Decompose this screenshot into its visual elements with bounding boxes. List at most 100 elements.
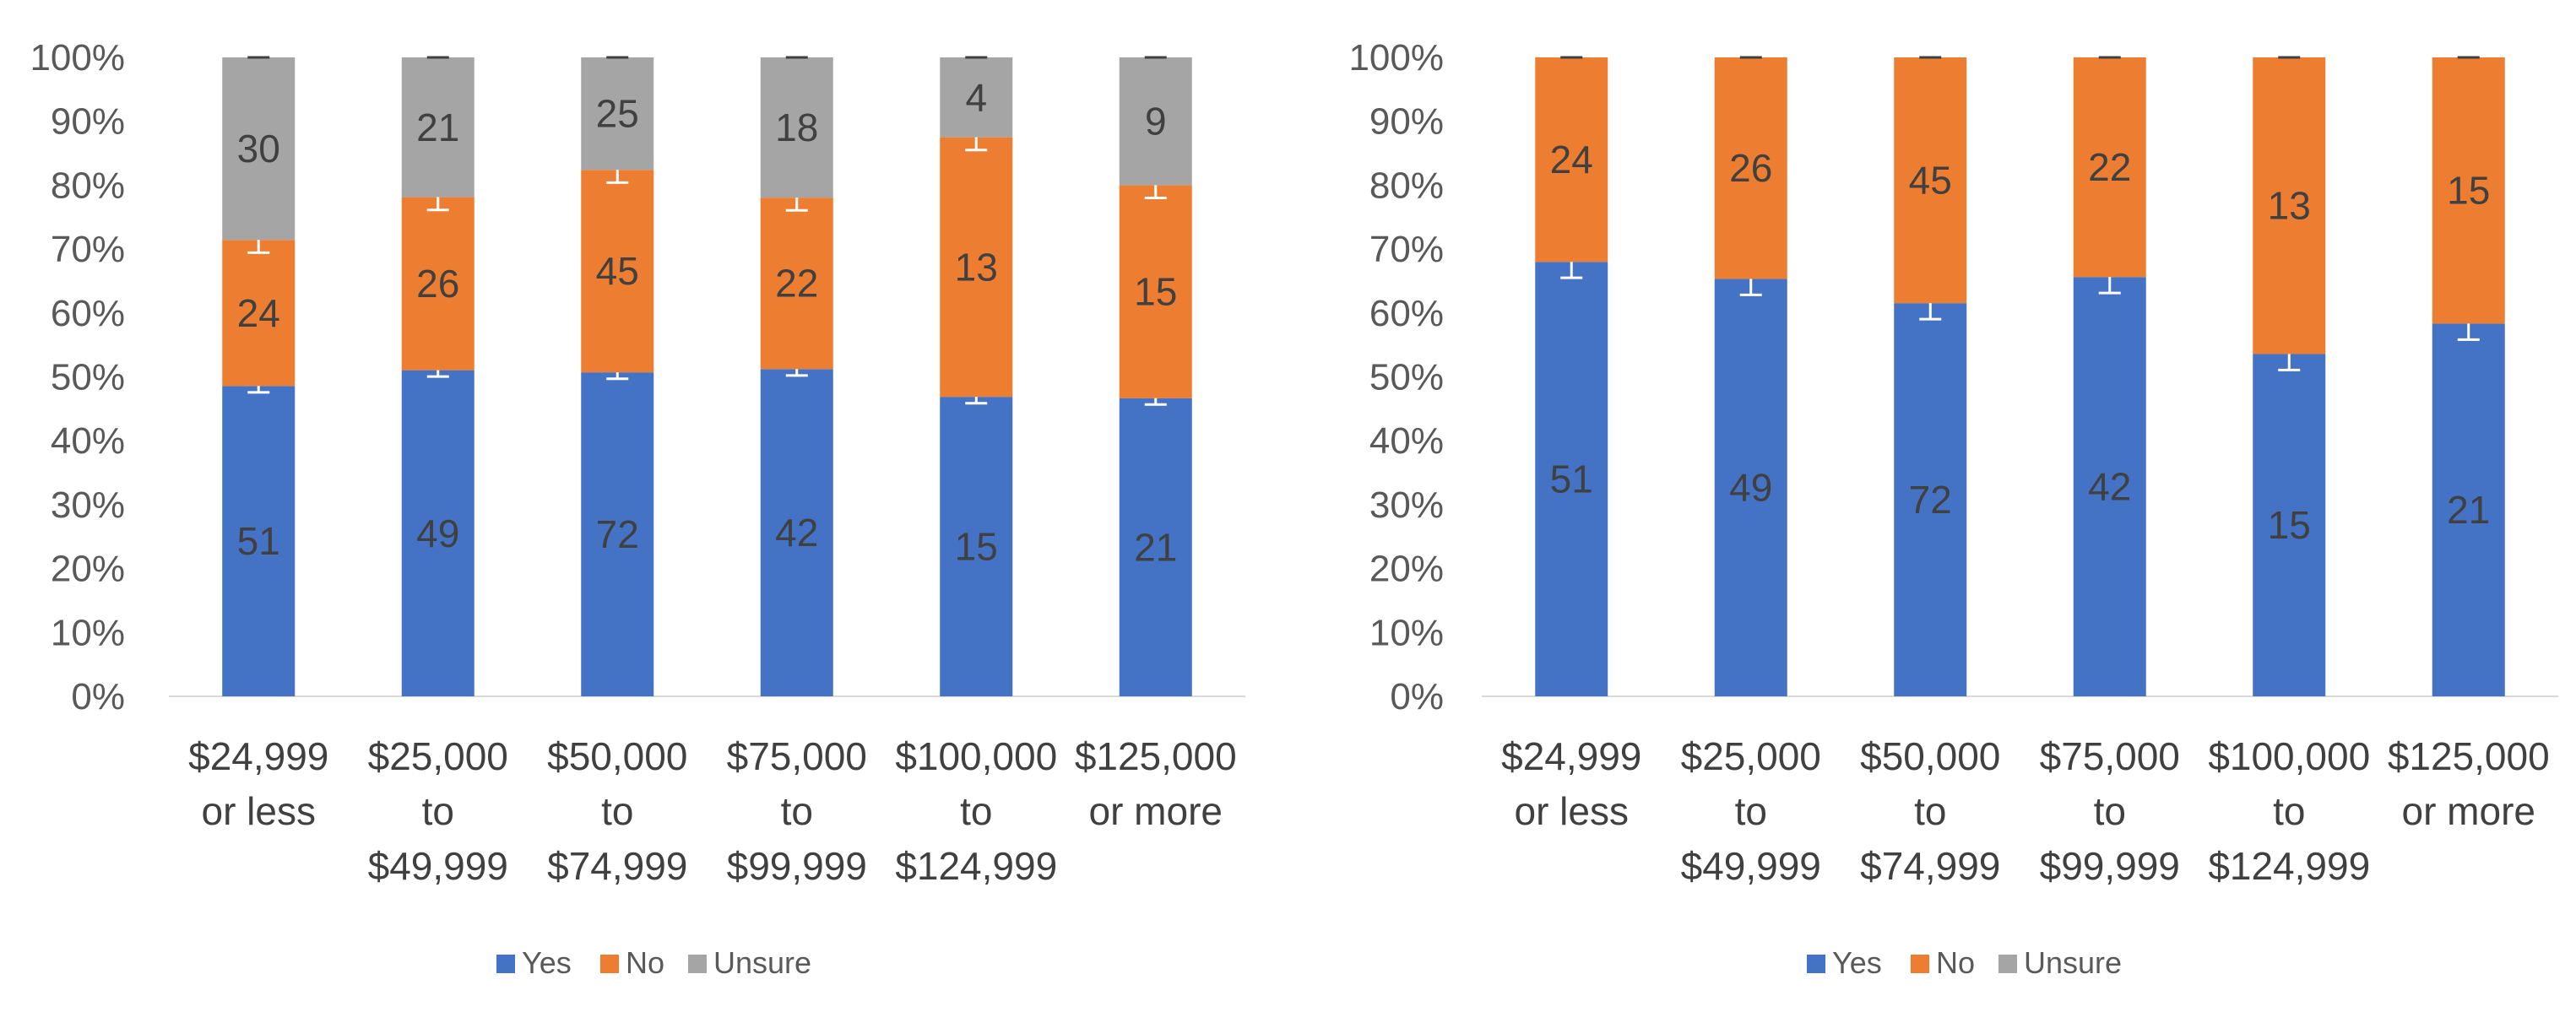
y-tick-label: 70% — [51, 229, 125, 270]
x-tick-label: to — [2273, 789, 2305, 833]
legend-swatch — [600, 955, 619, 973]
chart-left: 0% 10% 20% 30% 40% 50% 60% 70% 80% 90% 100% 51 24 30 $… — [30, 37, 1245, 980]
y-tick-label: 0% — [1390, 676, 1444, 717]
data-label: 24 — [1550, 138, 1593, 181]
chart-right: 0% 10% 20% 30% 40% 50% 60% 70% 80% 90% 100% 51 24 $24… — [1348, 37, 2558, 980]
x-tick-label: to — [1735, 789, 1767, 833]
y-tick-label: 60% — [51, 293, 125, 334]
y-tick-label: 20% — [51, 549, 125, 590]
data-label: 51 — [237, 519, 280, 563]
x-tick-label: $24,999 — [188, 734, 328, 778]
y-tick-label: 100% — [30, 37, 125, 78]
x-tick-label: to — [2094, 789, 2126, 833]
y-tick-label: 10% — [51, 612, 125, 653]
legend-item-unsure: Unsure — [688, 945, 811, 980]
legend-swatch — [688, 955, 707, 973]
bar-segment-no — [2073, 57, 2146, 278]
bar-segment-no — [760, 198, 833, 370]
bar-segment-unsure — [760, 57, 833, 198]
x-tick-label: $74,999 — [547, 844, 687, 888]
bar-segment-unsure — [401, 57, 475, 198]
x-tick-label: $50,000 — [1860, 734, 2000, 778]
x-tick-label: $99,999 — [727, 844, 867, 888]
bar-segment-unsure — [1119, 57, 1192, 186]
data-label: 26 — [1729, 146, 1772, 190]
legend-item-unsure: Unsure — [1998, 945, 2122, 980]
legend-label: Yes — [522, 945, 572, 980]
legend: Yes No Unsure — [496, 945, 811, 980]
data-label: 15 — [955, 525, 998, 569]
data-label: 25 — [596, 92, 639, 136]
legend-swatch — [1911, 955, 1929, 973]
data-label: 9 — [1145, 100, 1167, 143]
bar-segment-no — [940, 137, 1013, 398]
data-label: 45 — [1909, 159, 1952, 203]
bar-segment-yes — [2073, 277, 2146, 696]
data-label: 15 — [2268, 503, 2311, 547]
data-label: 21 — [416, 106, 459, 149]
x-tick-label: $100,000 — [2208, 734, 2370, 778]
bar-segment-no — [1894, 57, 1967, 304]
y-tick-label: 80% — [51, 165, 125, 206]
x-tick-label: $24,999 — [1501, 734, 1641, 778]
bar-segment-no — [581, 170, 654, 373]
y-tick-label: 80% — [1369, 165, 1444, 206]
x-tick-label: $74,999 — [1860, 844, 2000, 888]
bar-segment-unsure — [581, 57, 654, 170]
bar-segment-yes — [2432, 323, 2505, 696]
bar-segment-no — [1119, 185, 1192, 398]
bar-segment-yes — [1119, 398, 1192, 696]
x-tick-label: to — [781, 789, 813, 833]
data-label: 26 — [416, 262, 459, 306]
x-tick-label: $125,000 — [2388, 734, 2550, 778]
data-label: 18 — [775, 106, 818, 149]
data-label: 22 — [2088, 145, 2131, 189]
bar-segment-no — [1714, 57, 1787, 279]
bar-segment-yes — [1714, 279, 1787, 696]
data-label: 30 — [237, 127, 280, 170]
legend-label: No — [626, 945, 664, 980]
x-tick-label: or more — [1089, 789, 1223, 833]
bar-segment-yes — [581, 372, 654, 696]
bar-segment-no — [222, 240, 296, 387]
bar-segment-no — [2253, 57, 2326, 354]
data-label: 51 — [1550, 457, 1593, 501]
x-tick-label: $50,000 — [547, 734, 687, 778]
data-label: 15 — [1134, 270, 1177, 314]
x-tick-label: or less — [1515, 789, 1629, 833]
data-label: 21 — [1134, 525, 1177, 569]
y-tick-label: 70% — [1369, 229, 1444, 270]
x-tick-label: $75,000 — [727, 734, 867, 778]
data-label: 4 — [965, 75, 987, 119]
bar-segment-yes — [222, 386, 296, 696]
y-tick-label: 40% — [1369, 420, 1444, 462]
legend-swatch — [1807, 955, 1825, 973]
y-tick-label: 30% — [1369, 484, 1444, 526]
legend-label: No — [1936, 945, 1975, 980]
legend: Yes No Unsure — [1807, 945, 2122, 980]
legend-item-yes: Yes — [1807, 945, 1882, 980]
data-label: 72 — [1909, 478, 1952, 522]
x-tick-label: $25,000 — [368, 734, 508, 778]
x-tick-label: $25,000 — [1681, 734, 1821, 778]
x-tick-label: $99,999 — [2040, 844, 2180, 888]
y-tick-label: 90% — [51, 101, 125, 143]
y-tick-label: 40% — [51, 420, 125, 462]
data-label: 42 — [775, 511, 818, 555]
x-tick-label: to — [422, 789, 454, 833]
data-label: 15 — [2447, 169, 2490, 213]
legend-label: Unsure — [2024, 945, 2122, 980]
x-tick-label: to — [1914, 789, 1946, 833]
y-tick-label: 50% — [51, 357, 125, 398]
data-label: 42 — [2088, 465, 2131, 509]
bar-segment-yes — [760, 369, 833, 696]
legend-swatch — [1998, 955, 2017, 973]
data-label: 49 — [416, 511, 459, 555]
x-tick-label: or less — [202, 789, 316, 833]
data-label: 22 — [775, 262, 818, 306]
bar-segment-no — [2432, 57, 2505, 324]
legend-label: Yes — [1832, 945, 1882, 980]
x-tick-label: to — [601, 789, 633, 833]
x-tick-label: $124,999 — [2208, 844, 2370, 888]
